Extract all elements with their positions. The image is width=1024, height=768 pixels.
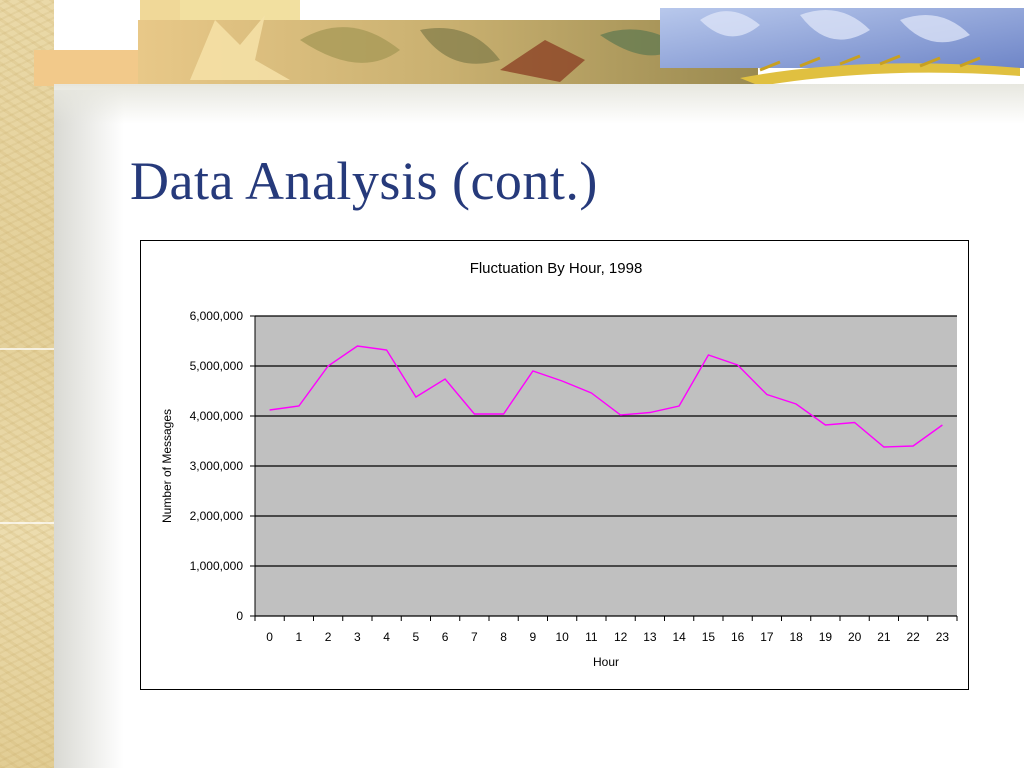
y-tick-label: 1,000,000: [190, 559, 244, 573]
y-tick-label: 6,000,000: [190, 309, 244, 323]
chart-frame: Fluctuation By Hour, 1998 0 1,000,000 2,00…: [140, 240, 969, 690]
x-tick-label: 23: [936, 630, 950, 644]
leaf-shape: [500, 40, 585, 82]
leaf-shape: [420, 28, 500, 64]
x-tick-label: 22: [906, 630, 920, 644]
x-tick-label: 16: [731, 630, 745, 644]
line-chart: Fluctuation By Hour, 1998 0 1,000,000 2,00…: [160, 260, 958, 669]
y-tick-label: 2,000,000: [190, 509, 244, 523]
flower-shapes: [700, 10, 970, 43]
parchment-fold: [0, 522, 54, 524]
series-line: [269, 345, 943, 448]
parchment-strip: [0, 0, 54, 768]
y-tick-label: 3,000,000: [190, 459, 244, 473]
y-tick-label: 5,000,000: [190, 359, 244, 373]
leaf-shape: [190, 15, 290, 80]
y-axis: 0 1,000,000 2,000,000 3,000,000 4,000,000 5,0…: [190, 309, 256, 623]
x-tick-label: 2: [325, 630, 332, 644]
x-tick-label: 6: [442, 630, 449, 644]
wheat-stalk: [740, 63, 1020, 86]
x-tick-label: 19: [819, 630, 833, 644]
side-shade: [54, 0, 124, 768]
x-axis: 0 1 2 3 4 5 6 7 8 9 10 11 12 13 14 15 16 17 18 19 20 21 22 23: [254, 616, 958, 644]
x-tick-label: 18: [789, 630, 803, 644]
x-axis-label: Hour: [593, 655, 619, 669]
x-tick-label: 5: [413, 630, 420, 644]
wheat-grains: [759, 54, 981, 72]
y-axis-label: Number of Messages: [160, 409, 174, 523]
chart-title: Fluctuation By Hour, 1998: [470, 260, 643, 277]
banner-fade: [54, 84, 1024, 124]
decorative-banner: [34, 0, 1024, 90]
x-tick-label: 14: [672, 630, 686, 644]
parchment-fold: [0, 348, 54, 350]
x-tick-label: 8: [500, 630, 507, 644]
x-tick-label: 11: [585, 630, 598, 644]
x-tick-label: 13: [643, 630, 657, 644]
x-tick-label: 15: [702, 630, 716, 644]
x-tick-label: 4: [383, 630, 390, 644]
x-tick-label: 9: [530, 630, 537, 644]
y-tick-label: 0: [236, 609, 243, 623]
x-tick-label: 1: [296, 630, 303, 644]
x-tick-label: 7: [471, 630, 478, 644]
x-tick-label: 3: [354, 630, 361, 644]
x-tick-label: 21: [877, 630, 891, 644]
y-tick-label: 4,000,000: [190, 409, 244, 423]
slide-title: Data Analysis (cont.): [130, 151, 598, 211]
x-tick-label: 0: [266, 630, 273, 644]
x-tick-label: 17: [760, 630, 774, 644]
banner-orange-block: [34, 50, 144, 86]
leaf-shape: [300, 27, 400, 63]
x-tick-label: 20: [848, 630, 862, 644]
x-tick-label: 10: [555, 630, 569, 644]
x-tick-label: 12: [614, 630, 628, 644]
